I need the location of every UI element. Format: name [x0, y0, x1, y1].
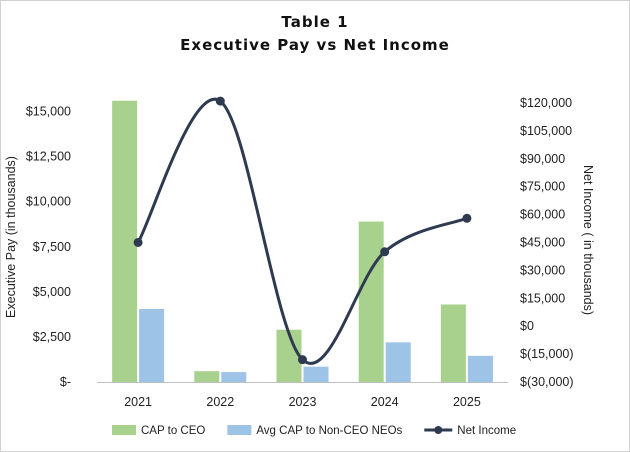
bar — [221, 372, 247, 382]
legend-swatch — [112, 425, 136, 435]
legend-label: Net Income — [457, 425, 516, 437]
legend-marker — [434, 426, 443, 434]
net-income-point — [133, 237, 143, 247]
bar — [303, 366, 329, 382]
bar — [112, 100, 138, 382]
bar — [139, 308, 165, 382]
y2-tick-label: $(30,000) — [520, 375, 574, 389]
bar — [358, 221, 384, 382]
y2-tick-label: $60,000 — [520, 208, 565, 222]
y2-tick-label: $45,000 — [520, 235, 565, 249]
y-tick-label: $7,500 — [33, 240, 71, 254]
net-income-point — [215, 96, 225, 106]
x-tick-label: 2025 — [453, 395, 481, 409]
bar — [467, 355, 493, 382]
bar — [440, 304, 466, 382]
chart-subtitle: Executive Pay vs Net Income — [180, 36, 450, 54]
y-tick-label: $15,000 — [26, 105, 71, 119]
bar — [276, 329, 302, 382]
y-tick-label: $10,000 — [26, 195, 71, 209]
y2-tick-label: $30,000 — [520, 263, 565, 277]
legend-label: CAP to CEO — [141, 425, 205, 437]
y2-tick-label: $90,000 — [520, 152, 565, 166]
legend: CAP to CEO Avg CAP to Non-CEO NEOs Net Inc… — [112, 425, 516, 437]
bar — [385, 342, 411, 382]
y2-tick-label: $105,000 — [520, 124, 572, 138]
y2-tick-label: $15,000 — [520, 291, 565, 305]
x-tick-label: 2023 — [289, 395, 317, 409]
y2-tick-label: $(15,000) — [520, 347, 574, 361]
y2-tick-label: $75,000 — [520, 180, 565, 194]
y-tick-label: $- — [60, 375, 71, 389]
y-tick-label: $12,500 — [26, 150, 71, 164]
legend-label: Avg CAP to Non-CEO NEOs — [256, 425, 402, 437]
legend-swatch — [227, 425, 252, 435]
y2-tick-label: $0 — [520, 319, 534, 333]
x-tick-label: 2024 — [371, 395, 399, 409]
y2-tick-label: $120,000 — [520, 96, 572, 110]
plot-area: $- $2,500 $5,000 $7,500 $10,000 $12,500 $15,00… — [26, 96, 574, 409]
net-income-point — [462, 213, 472, 223]
y-tick-label: $5,000 — [33, 285, 71, 299]
net-income-point — [380, 247, 390, 257]
net-income-point — [298, 355, 307, 365]
chart-title: Table 1 — [281, 13, 348, 31]
y-axis-title: Executive Pay (in thousands) — [4, 156, 18, 318]
x-tick-label: 2022 — [206, 395, 234, 409]
y2-axis-title: Net Income ( in thousands) — [581, 165, 595, 315]
x-tick-label: 2021 — [124, 395, 152, 409]
net-income-line — [136, 97, 468, 365]
y-tick-label: $2,500 — [33, 330, 71, 344]
bar — [194, 371, 220, 382]
